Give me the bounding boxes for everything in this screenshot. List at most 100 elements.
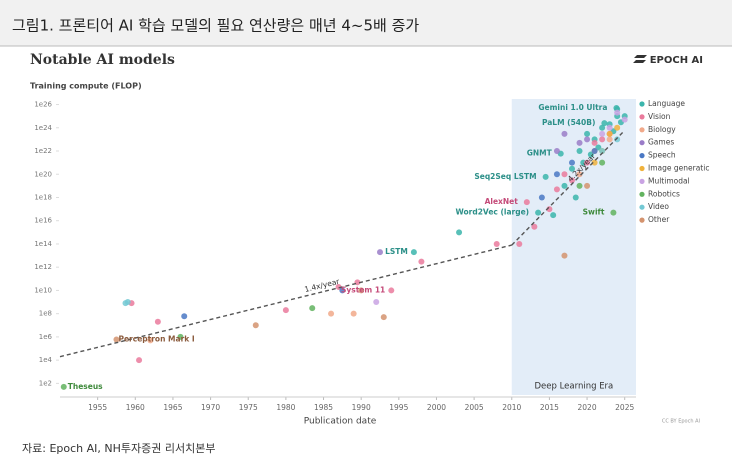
chart-title: Notable AI models <box>30 52 175 68</box>
y-tick-label: 1e12 <box>34 263 52 271</box>
point <box>553 148 560 155</box>
point <box>493 240 500 247</box>
point <box>576 139 583 146</box>
annotation: PaLM (540B) <box>542 118 595 127</box>
annotation: Word2Vec (large) <box>455 208 529 217</box>
point <box>595 144 602 151</box>
point <box>599 136 606 143</box>
y-tick-label: 1e4 <box>39 356 53 364</box>
legend-swatch <box>639 178 645 184</box>
legend-label: Speech <box>648 151 676 160</box>
x-tick-label: 2025 <box>615 403 634 412</box>
x-tick-label: 1980 <box>276 403 295 412</box>
point <box>601 120 608 127</box>
point <box>591 139 598 146</box>
credit: CC BY Epoch AI <box>662 419 700 425</box>
point <box>531 223 538 230</box>
point <box>576 171 583 178</box>
point <box>535 209 542 216</box>
point <box>614 136 621 143</box>
legend-swatch <box>639 165 645 172</box>
point <box>377 249 383 256</box>
point <box>584 130 591 137</box>
point <box>410 249 417 256</box>
y-tick-label: 1e10 <box>34 286 52 294</box>
point <box>553 171 560 178</box>
legend-swatch <box>639 101 645 107</box>
figure-title: 그림1. 프론티어 AI 학습 모델의 필요 연산량은 매년 4~5배 증가 <box>12 17 419 35</box>
legend-swatch <box>639 114 645 120</box>
x-axis-label: Publication date <box>304 417 377 427</box>
point <box>538 194 545 201</box>
point <box>610 209 617 216</box>
y-tick-label: 1e2 <box>39 379 52 387</box>
annotation: LSTM <box>385 247 408 256</box>
point <box>388 287 395 294</box>
legend-label: Vision <box>648 112 671 121</box>
y-tick-label: 1e14 <box>34 240 52 248</box>
legend-label: Biology <box>648 125 676 134</box>
point <box>599 148 606 155</box>
x-tick-label: 1995 <box>389 403 408 412</box>
y-axis-label: Training compute (FLOP) <box>30 82 142 91</box>
point <box>606 136 613 143</box>
point <box>599 130 606 137</box>
point <box>328 310 335 317</box>
x-tick-label: 1975 <box>239 403 258 412</box>
point <box>122 300 129 307</box>
y-tick-label: 1e8 <box>39 310 52 318</box>
point <box>550 212 557 219</box>
point <box>591 159 598 166</box>
point <box>177 333 184 340</box>
annotation: Perceptron Mark I <box>118 334 194 343</box>
x-tick-label: 2020 <box>578 403 597 412</box>
legend-swatch <box>639 204 645 210</box>
annotation: AlexNet <box>485 197 519 206</box>
point <box>614 124 621 131</box>
x-tick-label: 2000 <box>427 403 446 412</box>
point <box>569 177 575 184</box>
annotation: GNMT <box>527 149 553 158</box>
x-tick-label: 1960 <box>126 403 145 412</box>
legend-swatch <box>639 153 645 159</box>
x-tick-label: 2010 <box>502 403 521 412</box>
trend-line <box>59 244 512 358</box>
point <box>456 229 463 236</box>
legend-label: Video <box>648 202 669 211</box>
point <box>584 136 591 143</box>
point <box>350 310 357 317</box>
x-tick-label: 1970 <box>201 403 220 412</box>
annotation: Theseus <box>68 382 103 391</box>
point <box>584 182 591 189</box>
legend-label: Other <box>648 215 670 224</box>
legend-label: Image generatic <box>648 164 709 173</box>
point <box>252 322 259 329</box>
point <box>523 199 530 206</box>
point <box>60 383 67 390</box>
legend-swatch <box>639 140 645 146</box>
point <box>587 151 594 158</box>
point <box>599 124 606 131</box>
point <box>576 148 583 155</box>
x-tick-label: 2015 <box>540 403 559 412</box>
x-tick-label: 2005 <box>465 403 484 412</box>
point <box>516 240 523 247</box>
trend-label: 1.4x/year <box>304 277 342 294</box>
point <box>113 336 120 343</box>
legend-swatch <box>639 191 645 197</box>
point <box>576 182 583 189</box>
point <box>569 165 575 172</box>
y-tick-label: 1e24 <box>34 124 52 132</box>
point <box>309 305 316 312</box>
point <box>591 148 598 155</box>
point <box>136 357 143 364</box>
x-tick-label: 1965 <box>163 403 182 412</box>
era-label: Deep Learning Era <box>534 382 613 392</box>
point <box>542 173 549 180</box>
annotation: System 11 <box>341 285 385 294</box>
point <box>606 130 613 137</box>
legend-swatch <box>639 217 645 223</box>
point <box>606 124 613 131</box>
